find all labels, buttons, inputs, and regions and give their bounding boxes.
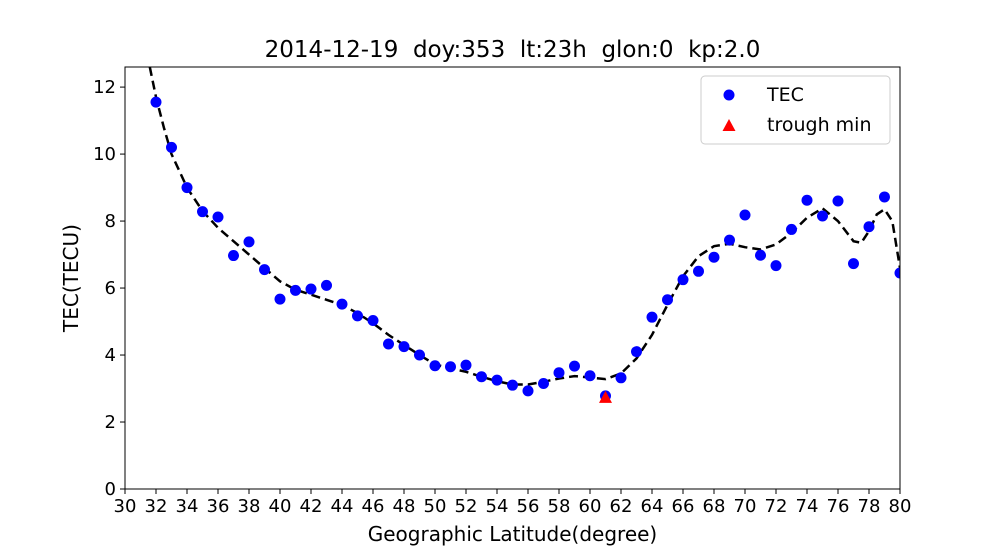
legend: TEC trough min — [700, 75, 891, 145]
x-tick-label: 70 — [734, 496, 757, 517]
tec-point — [708, 251, 720, 263]
tec-point — [491, 374, 503, 386]
tec-point — [181, 182, 193, 194]
x-tick-label: 80 — [889, 496, 912, 517]
tec-point — [398, 341, 410, 353]
x-tick-label: 30 — [114, 496, 137, 517]
tec-point — [321, 279, 332, 291]
tec-point — [863, 221, 875, 233]
tec-point — [801, 194, 813, 206]
tec-point — [724, 234, 735, 246]
x-tick-label: 68 — [703, 496, 726, 517]
legend-trough-min-label: trough min — [767, 114, 871, 136]
x-tick-label: 58 — [548, 496, 571, 517]
x-tick-label: 76 — [827, 496, 850, 517]
plot-frame — [124, 66, 901, 490]
tec-point — [832, 195, 844, 207]
legend-tec-label: TEC — [766, 84, 804, 106]
tec-point — [631, 346, 642, 358]
x-tick-label: 54 — [486, 496, 509, 517]
tec-point — [677, 274, 689, 286]
x-axis-title: Geographic Latitude(degree) — [368, 522, 658, 546]
tec-point — [817, 210, 828, 222]
x-tick-label: 78 — [858, 496, 881, 517]
tec-point — [367, 315, 379, 327]
x-tick-label: 62 — [610, 496, 633, 517]
x-tick-label: 48 — [393, 496, 416, 517]
x-tick-label: 60 — [579, 496, 602, 517]
tec-point — [553, 367, 565, 379]
tec-point — [197, 206, 208, 218]
plot-data-layer — [148, 67, 900, 402]
tec-point — [290, 284, 301, 296]
tec-point — [429, 360, 441, 372]
x-tick-label: 40 — [269, 496, 292, 517]
chart-title: 2014-12-19 doy:353 lt:23h glon:0 kp:2.0 — [265, 37, 761, 63]
y-tick-label: 12 — [93, 77, 116, 98]
tec-point — [786, 223, 797, 235]
tec-point — [569, 360, 580, 372]
tec-point — [445, 361, 456, 373]
tec-point — [352, 310, 363, 322]
tec-point — [615, 372, 627, 384]
legend-tec-marker — [723, 89, 735, 101]
y-tick-label: 0 — [105, 479, 116, 500]
y-tick-label: 6 — [105, 278, 116, 299]
tec-point — [243, 236, 255, 248]
x-tick-label: 74 — [796, 496, 819, 517]
x-tick-label: 66 — [672, 496, 695, 517]
x-tick-label: 36 — [207, 496, 230, 517]
x-tick-label: 38 — [238, 496, 261, 517]
tec-point — [584, 370, 596, 382]
tec-point — [228, 250, 239, 262]
tec-point — [755, 249, 766, 261]
tec-point — [414, 349, 425, 361]
tec-point — [848, 258, 859, 270]
tec-point — [662, 294, 673, 306]
tec-point — [476, 371, 487, 383]
tec-point — [693, 265, 704, 277]
y-tick-label: 2 — [105, 412, 116, 433]
y-tick-label: 8 — [105, 211, 116, 232]
tec-point — [150, 96, 162, 108]
x-tick-label: 72 — [765, 496, 788, 517]
tec-point — [522, 385, 534, 397]
x-tick-label: 44 — [331, 496, 354, 517]
x-tick-label: 64 — [641, 496, 664, 517]
tec-point — [770, 260, 782, 272]
plot-area — [148, 67, 900, 403]
tec-point — [507, 379, 518, 391]
tec-point — [336, 298, 348, 310]
tec-point — [305, 283, 317, 295]
x-tick-label: 52 — [455, 496, 478, 517]
tec-point — [739, 209, 751, 221]
tec-point — [894, 267, 900, 279]
tec-point — [383, 338, 394, 350]
legend-trough-min-marker — [722, 119, 736, 131]
tec-point — [460, 359, 472, 371]
x-tick-label: 56 — [517, 496, 540, 517]
x-tick-label: 42 — [300, 496, 323, 517]
axes: 30 32 34 36 38 40 42 44 46 48 50 52 54 56 58 60 62 64 66 68… — [93, 66, 912, 517]
x-tick-label: 34 — [176, 496, 199, 517]
tec-point — [166, 141, 177, 153]
x-tick-label: 32 — [145, 496, 168, 517]
tec-point — [646, 311, 658, 323]
tec-point — [879, 191, 890, 203]
tec-point — [259, 264, 270, 276]
tec-point — [212, 211, 224, 223]
legend-box — [700, 75, 891, 145]
tec-point — [538, 378, 549, 389]
y-tick-label: 4 — [105, 345, 116, 366]
tec-point — [274, 293, 286, 305]
x-tick-label: 50 — [424, 496, 447, 517]
trough-min-marker — [599, 390, 612, 403]
x-tick-label: 46 — [362, 496, 385, 517]
fit-line — [148, 67, 900, 386]
y-tick-label: 10 — [93, 144, 116, 165]
y-axis-title: TEC(TECU) — [59, 224, 83, 333]
